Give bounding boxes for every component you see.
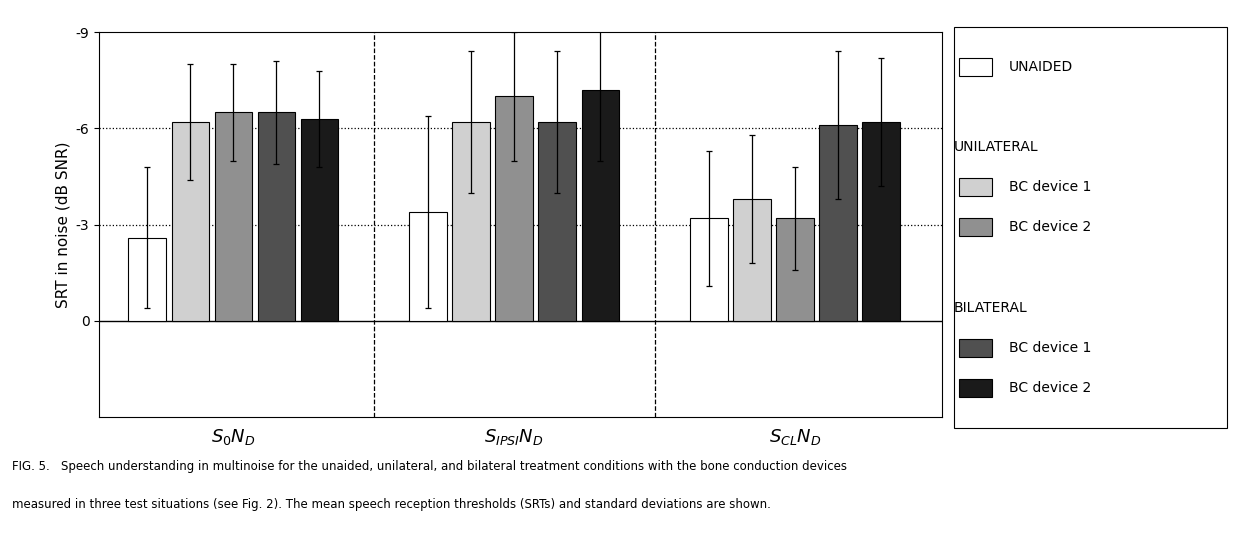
Bar bbox=[959, 339, 992, 357]
Bar bbox=[452, 122, 489, 321]
Text: FIG. 5.   Speech understanding in multinoise for the unaided, unilateral, and bi: FIG. 5. Speech understanding in multinoi… bbox=[12, 460, 847, 473]
Bar bbox=[171, 122, 209, 321]
Bar bbox=[777, 218, 814, 321]
Bar bbox=[409, 212, 447, 321]
Bar bbox=[959, 379, 992, 397]
Text: measured in three test situations (see Fig. 2). The mean speech reception thresh: measured in three test situations (see F… bbox=[12, 498, 771, 510]
Text: BC device 2: BC device 2 bbox=[1009, 220, 1090, 234]
Text: BC device 1: BC device 1 bbox=[1009, 180, 1090, 194]
Bar bbox=[690, 218, 727, 321]
Bar bbox=[862, 122, 900, 321]
Bar bbox=[496, 96, 533, 321]
Bar bbox=[959, 218, 992, 236]
Bar bbox=[214, 112, 252, 321]
Bar bbox=[301, 119, 338, 321]
Bar bbox=[129, 238, 166, 321]
Bar bbox=[959, 178, 992, 196]
Bar bbox=[258, 112, 295, 321]
Bar bbox=[581, 90, 620, 321]
Text: BC device 2: BC device 2 bbox=[1009, 381, 1090, 395]
Bar bbox=[539, 122, 576, 321]
Text: BILATERAL: BILATERAL bbox=[954, 301, 1028, 315]
Bar bbox=[959, 58, 992, 76]
Bar bbox=[819, 125, 856, 321]
Text: UNAIDED: UNAIDED bbox=[1009, 60, 1073, 74]
Bar bbox=[733, 199, 771, 321]
Text: BC device 1: BC device 1 bbox=[1009, 341, 1090, 355]
Y-axis label: SRT in noise (dB SNR): SRT in noise (dB SNR) bbox=[55, 141, 71, 308]
Text: UNILATERAL: UNILATERAL bbox=[954, 140, 1038, 154]
